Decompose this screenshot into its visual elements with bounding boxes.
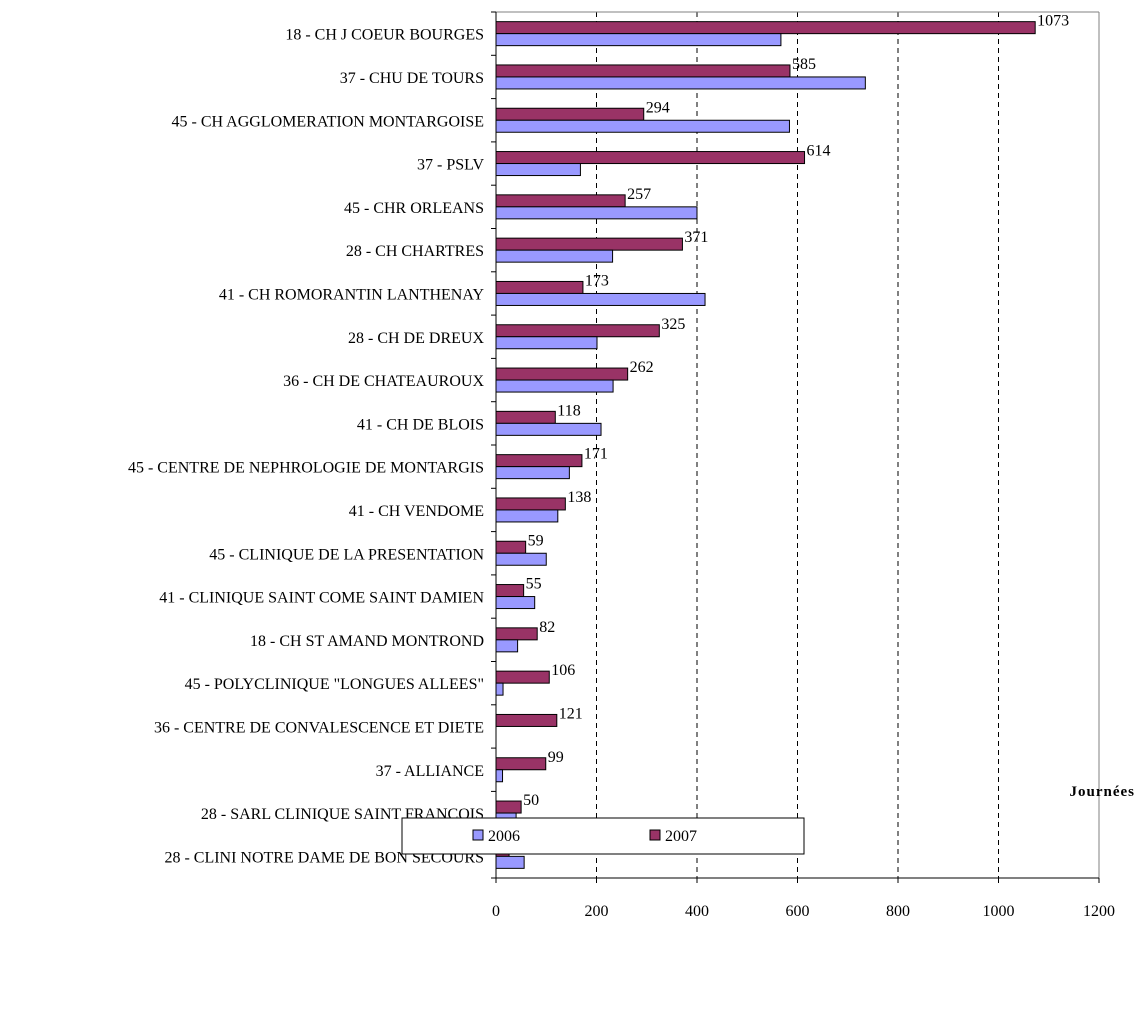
bar-2006: [495, 596, 536, 610]
bar-2007: [495, 64, 791, 78]
category-label: 45 - CLINIQUE DE LA PRESENTATION: [209, 546, 484, 563]
bar-2006: [495, 855, 525, 869]
bar-2007: [495, 800, 522, 814]
bar-2006: [495, 379, 614, 393]
data-label-2007: 585: [792, 56, 816, 73]
x-tick-labels: 0 200 400 600 800 1000 1200: [492, 903, 1115, 920]
category-label: 18 - CH J COEUR BOURGES: [285, 27, 484, 44]
legend-box: [401, 817, 805, 855]
category-label: 41 - CH ROMORANTIN LANTHENAY: [219, 286, 485, 303]
bar-2007: [495, 21, 1036, 35]
x-tick-label: 600: [786, 903, 810, 920]
bar-2006: [495, 769, 504, 783]
bar-2006: [495, 163, 581, 177]
bar-2007: [495, 151, 806, 165]
data-label-2007: 257: [627, 186, 651, 203]
category-label: 37 - CHU DE TOURS: [340, 70, 484, 87]
bar-2007: [495, 757, 547, 771]
data-label-2007: 118: [557, 402, 580, 419]
bar-2007: [495, 497, 566, 511]
bars: [495, 21, 1036, 869]
category-label: 36 - CH DE CHATEAUROUX: [283, 373, 484, 390]
category-label: 28 - CH DE DREUX: [348, 330, 484, 347]
bar-2006: [495, 509, 559, 523]
bar-2007: [495, 324, 660, 338]
data-label-2007: 138: [567, 489, 591, 506]
data-labels: 1073 585 294 614 257 371 173 325 262 118 171 138 59 5…: [511, 13, 1069, 853]
legend: 2006 2007: [401, 817, 805, 855]
axes: [491, 11, 1100, 883]
data-label-2007: 82: [539, 619, 555, 636]
x-tick-label: 800: [886, 903, 910, 920]
legend-label-2007: 2007: [665, 828, 697, 845]
data-label-2007: 121: [559, 705, 583, 722]
bar-2007: [495, 194, 626, 208]
bar-2007: [495, 713, 558, 727]
bar-2007: [495, 670, 550, 684]
category-label: 41 - CH DE BLOIS: [357, 416, 484, 433]
data-label-2007: 173: [585, 272, 609, 289]
x-tick-label: 200: [585, 903, 609, 920]
data-label-2007: 59: [528, 532, 544, 549]
bar-2006: [495, 422, 602, 436]
category-label: 37 - PSLV: [417, 157, 484, 174]
bar-2006: [495, 336, 598, 350]
bar-2007: [495, 367, 629, 381]
data-label-2007: 1073: [1037, 13, 1069, 30]
bar-2006: [495, 76, 866, 90]
bar-2007: [495, 237, 683, 251]
category-label: 41 - CH VENDOME: [349, 503, 484, 520]
bar-2006: [495, 466, 570, 480]
category-label: 41 - CLINIQUE SAINT COME SAINT DAMIEN: [159, 590, 484, 607]
data-label-2007: 99: [548, 749, 564, 766]
data-label-2007: 371: [684, 229, 708, 246]
x-axis-title: Journées: [1070, 784, 1136, 800]
grid-lines: [596, 12, 1100, 878]
x-tick-label: 0: [492, 903, 500, 920]
bar-2007: [495, 454, 583, 468]
bar-2006: [495, 639, 519, 653]
category-labels: 18 - CH J COEUR BOURGES 37 - CHU DE TOURS…: [128, 27, 484, 867]
data-label-2007: 171: [584, 446, 608, 463]
bar-2006: [495, 249, 614, 263]
x-tick-label: 400: [685, 903, 709, 920]
category-label: 18 - CH ST AMAND MONTROND: [250, 633, 484, 650]
data-label-2007: 50: [523, 792, 539, 809]
data-label-2007: 106: [551, 662, 575, 679]
data-label-2007: 325: [661, 316, 685, 333]
x-tick-label: 1200: [1083, 903, 1115, 920]
legend-label-2006: 2006: [488, 828, 520, 845]
bar-2007: [495, 540, 527, 554]
category-label: 45 - CHR ORLEANS: [344, 200, 484, 217]
category-label: 37 - ALLIANCE: [376, 763, 484, 780]
bar-2007: [495, 410, 556, 424]
data-label-2007: 55: [526, 576, 542, 593]
data-label-2007: 614: [807, 143, 831, 160]
category-label: 45 - CH AGGLOMERATION MONTARGOISE: [172, 113, 485, 130]
category-label: 36 - CENTRE DE CONVALESCENCE ET DIETE: [154, 719, 484, 736]
legend-swatch-2007: [649, 829, 661, 841]
bar-2006: [495, 292, 706, 306]
bar-2006: [495, 552, 547, 566]
bar-2007: [495, 627, 538, 641]
bar-2007: [495, 584, 525, 598]
data-label-2007: 294: [646, 99, 670, 116]
category-label: 45 - CENTRE DE NEPHROLOGIE DE MONTARGIS: [128, 460, 484, 477]
bar-2007: [495, 280, 584, 294]
bar-2006: [495, 119, 790, 133]
bar-2006: [495, 682, 504, 696]
data-label-2007: 262: [630, 359, 654, 376]
bar-2007: [495, 107, 645, 121]
legend-swatch-2006: [472, 829, 484, 841]
category-label: 45 - POLYCLINIQUE "LONGUES ALLEES": [185, 676, 484, 693]
bar-2006: [495, 33, 782, 47]
bar-2006: [495, 206, 698, 220]
category-label: 28 - CH CHARTRES: [346, 243, 484, 260]
x-tick-label: 1000: [983, 903, 1015, 920]
